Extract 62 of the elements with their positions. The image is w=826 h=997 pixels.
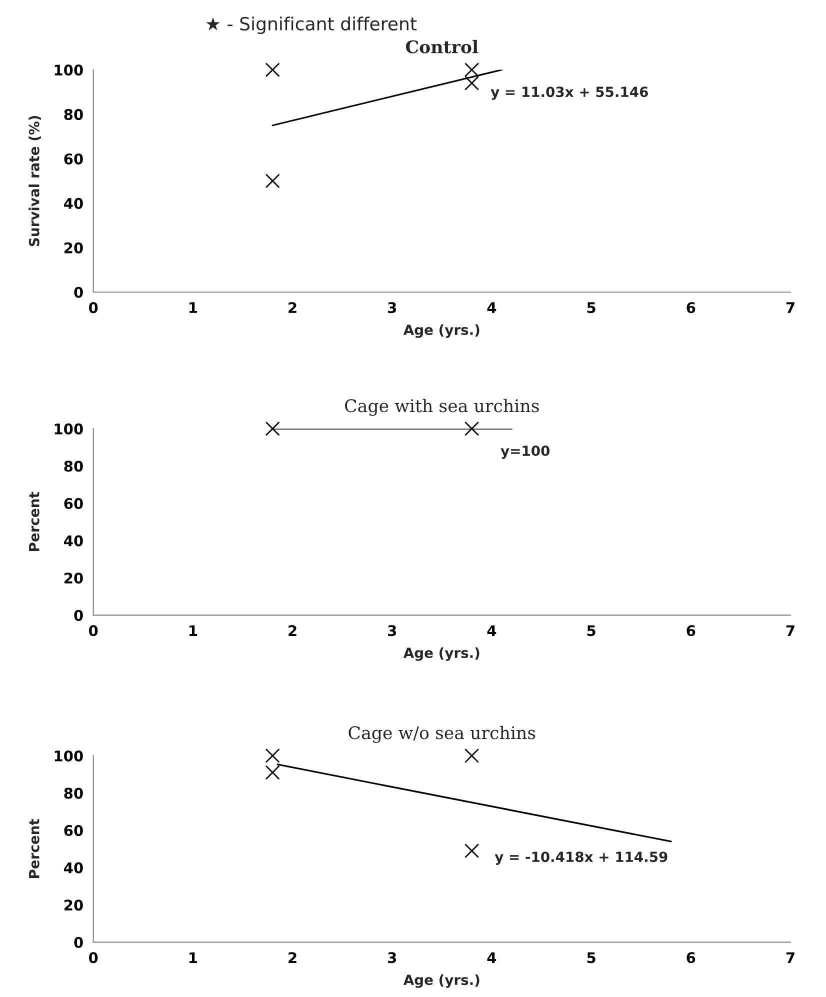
y-tick-label: 0 bbox=[74, 610, 83, 621]
x-tick-label: 0 bbox=[88, 952, 98, 964]
x-tick-label: 4 bbox=[487, 625, 496, 636]
x-tick-label: 7 bbox=[786, 302, 794, 313]
x-axis-title: Age (yrs.) bbox=[403, 647, 480, 661]
x-tick-label: 3 bbox=[388, 952, 396, 964]
y-axis-title: Percent bbox=[29, 818, 40, 878]
x-axis-title: Age (yrs.) bbox=[403, 974, 480, 988]
x-tick-label: 0 bbox=[88, 302, 98, 314]
point bbox=[464, 844, 480, 858]
y-tick-label: 20 bbox=[64, 242, 83, 254]
y-tick-label: 80 bbox=[64, 788, 83, 799]
point bbox=[265, 174, 280, 188]
x-tick-label: 3 bbox=[388, 302, 396, 314]
y-tick-label: 40 bbox=[64, 862, 83, 874]
y-tick-label: 100 bbox=[54, 750, 83, 762]
x-tick-label: 2 bbox=[288, 302, 296, 313]
chart-title: Cage with sea urchins bbox=[345, 398, 539, 416]
x-tick-label: 6 bbox=[686, 625, 696, 636]
x-tick-label: 6 bbox=[686, 952, 696, 964]
y-tick-label: 0 bbox=[74, 936, 83, 948]
y-tick-label: 0 bbox=[74, 286, 83, 298]
x-tick-label: 1 bbox=[190, 302, 197, 313]
x-tick-label: 2 bbox=[288, 625, 296, 636]
x-tick-label: 0 bbox=[88, 625, 98, 636]
point bbox=[464, 748, 480, 764]
x-axis-title: Age (yrs.) bbox=[403, 324, 480, 338]
y-tick-label: 100 bbox=[54, 423, 83, 434]
chart-title: Control bbox=[406, 40, 478, 54]
x-tick-label: 3 bbox=[388, 625, 396, 636]
text: ★ - Significant different bbox=[206, 16, 417, 34]
y-tick-label: 80 bbox=[64, 460, 83, 472]
y-axis-title: Survival rate (%) bbox=[28, 116, 42, 246]
x-tick-label: 5 bbox=[587, 625, 596, 636]
y-tick-label: 60 bbox=[64, 153, 83, 164]
x-tick-label: 5 bbox=[587, 952, 596, 964]
x-tick-label: 6 bbox=[686, 302, 696, 314]
annotation: y = -10.418x + 114.59 bbox=[494, 852, 668, 865]
x-tick-label: 2 bbox=[288, 952, 296, 963]
x-tick-label: 1 bbox=[190, 625, 197, 636]
y-tick-label: 40 bbox=[64, 198, 83, 209]
annotation: y = 11.03x + 55.146 bbox=[490, 86, 648, 100]
y-axis-title: Percent bbox=[29, 492, 40, 551]
chart-title: Cage w/o sea urchins bbox=[348, 726, 536, 743]
point bbox=[464, 76, 480, 90]
point bbox=[464, 62, 480, 78]
y-tick-label: 60 bbox=[64, 825, 83, 836]
x-tick-label: 7 bbox=[786, 952, 794, 963]
point bbox=[265, 62, 280, 78]
x-tick-label: 4 bbox=[487, 952, 496, 963]
y-tick-label: 40 bbox=[64, 535, 83, 546]
x-tick-label: 1 bbox=[190, 952, 197, 963]
x-tick-label: 5 bbox=[587, 302, 596, 314]
y-tick-label: 60 bbox=[64, 498, 83, 510]
y-tick-label: 20 bbox=[64, 900, 83, 911]
annotation: y=100 bbox=[500, 446, 550, 459]
x-tick-label: 7 bbox=[786, 625, 794, 636]
y-tick-label: 100 bbox=[54, 64, 83, 76]
y-tick-label: 20 bbox=[64, 572, 83, 584]
y-tick-label: 80 bbox=[64, 108, 83, 120]
point bbox=[265, 765, 280, 780]
x-tick-label: 4 bbox=[487, 302, 496, 313]
